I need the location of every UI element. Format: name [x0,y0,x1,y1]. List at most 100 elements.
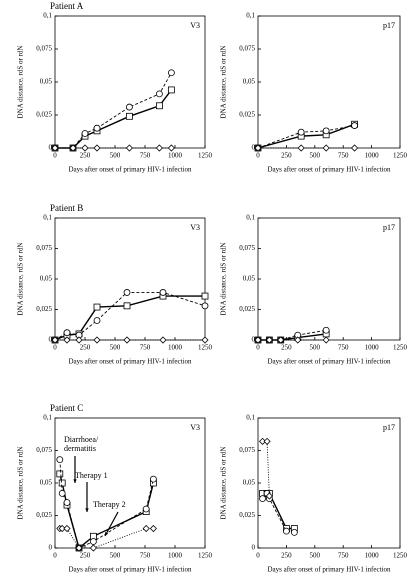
y-tick-label: 0,075 [239,446,255,454]
x-tick-label: 750 [338,344,349,352]
x-tick-label: 750 [338,552,349,560]
y-tick-label: 0,075 [239,45,255,53]
circle-marker [297,128,305,136]
x-tick-label: 1000 [168,552,183,560]
series-line [55,72,172,149]
y-axis-label: DNA distance, rdS or rdN [17,243,25,316]
panel-title: Patient A [50,1,84,11]
diamond-marker [142,524,150,533]
y-tick-label: 0,05 [243,78,256,86]
x-tick-label: 0 [256,552,260,560]
diamond-marker [350,144,359,152]
y-tick-label: 0,025 [239,111,255,119]
diamond-marker [277,336,285,344]
diamond-marker [51,144,59,152]
circle-marker [282,527,290,535]
x-tick-label: 500 [110,552,121,560]
x-tick-label: 0 [53,152,57,160]
x-axis-label: Days after onset of primary HIV-1 infect… [69,358,192,366]
diamond-marker [294,336,302,344]
panel: Patient B V3 DNA distance, rdS or rdN Days … [17,203,213,366]
y-axis-label: DNA distance, rdS or rdN [220,447,228,520]
y-tick-label: 0 [252,544,256,552]
diamond-marker [63,336,71,344]
diamond-marker [58,524,66,533]
circle-marker [290,529,298,536]
y-tick-label: 0,1 [246,214,255,222]
event-label: Therapy 1 [75,471,108,480]
x-tick-label: 500 [310,152,321,160]
circle-marker [58,489,66,497]
x-tick-label: 1250 [393,152,408,160]
y-tick-label: 0,025 [239,305,255,313]
x-tick-label: 1250 [198,152,213,160]
square-marker [56,470,64,478]
x-tick-label: 1250 [198,552,213,560]
x-tick-label: 750 [140,152,151,160]
y-tick-label: 0 [252,336,256,344]
y-tick-label: 0,1 [246,12,255,20]
diamond-marker [125,144,133,152]
square-marker [58,479,66,487]
y-tick-label: 0,025 [36,511,52,519]
x-tick-label: 500 [110,344,121,352]
panel: p17 DNA distance, rdS or rdN Days after on… [220,12,408,174]
y-tick-label: 0,075 [36,45,52,53]
y-tick-label: 0,1 [43,214,52,222]
panel-label: p17 [383,423,395,432]
series-line [257,123,355,149]
circle-marker [167,69,175,77]
circle-marker [90,538,97,545]
square-marker [155,102,163,110]
y-tick-label: 0,05 [40,78,53,86]
plot-frame [257,15,401,149]
y-tick-label: 0 [49,144,53,152]
y-tick-label: 0,025 [239,511,255,519]
x-axis-label: Days after onset of primary HIV-1 infect… [268,166,391,174]
plot-frame [54,217,206,341]
x-tick-label: 250 [80,552,91,560]
diamond-marker [75,336,83,344]
event-label: dermatitis [64,444,96,453]
diamond-marker [51,336,59,344]
diamond-marker [93,336,101,344]
y-tick-label: 0,1 [43,414,52,422]
diamond-marker [322,336,330,344]
diamond-marker [93,144,101,152]
x-tick-label: 1000 [365,552,380,560]
x-tick-label: 750 [338,152,349,160]
y-axis-label: DNA distance, rdS or rdN [220,243,228,316]
square-marker [126,112,133,120]
x-tick-label: 750 [140,552,151,560]
x-tick-label: 0 [53,552,57,560]
diamond-marker [201,336,209,344]
event-arrow [104,511,119,537]
square-marker [201,292,209,300]
y-tick-label: 0,05 [40,275,53,283]
x-tick-label: 1250 [198,344,213,352]
circle-marker [155,90,163,98]
x-axis-label: Days after onset of primary HIV-1 infect… [69,566,192,574]
y-tick-label: 0,075 [36,244,52,252]
circle-marker [322,127,330,135]
circle-marker [351,122,358,129]
diamond-marker [263,437,271,445]
y-tick-label: 0,05 [40,479,53,487]
x-axis-label: Days after onset of primary HIV-1 infect… [69,166,192,174]
plot-frame [54,15,206,149]
arrow-head [85,508,89,512]
panel: Patient A V3 DNA distance, rdS or rdN Days … [17,1,213,174]
circle-marker [63,499,71,506]
y-tick-label: 0,075 [36,446,52,454]
series-line [55,89,172,149]
x-tick-label: 500 [310,344,321,352]
x-tick-label: 1000 [168,344,183,352]
circle-marker [63,329,71,337]
y-tick-label: 0,05 [243,275,256,283]
panel-label: V3 [190,21,200,30]
panel-title: Patient B [50,203,83,213]
event-label: Therapy 2 [93,500,126,509]
panel-label: p17 [383,223,395,232]
plot-frame [257,217,401,341]
